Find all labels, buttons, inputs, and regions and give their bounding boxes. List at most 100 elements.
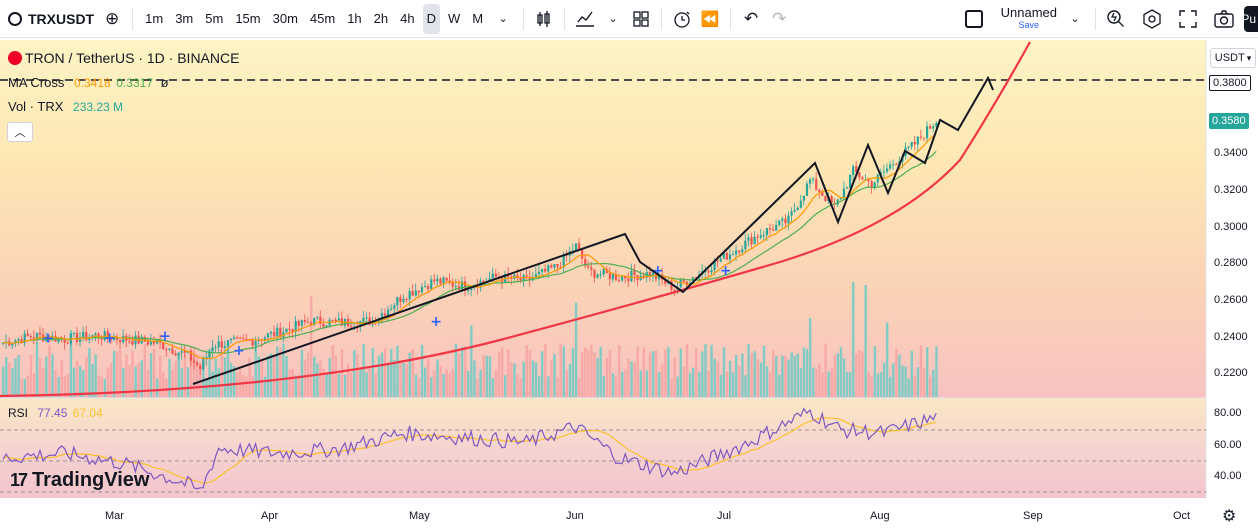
interval-1m[interactable]: 1m <box>145 11 164 26</box>
ma-legend[interactable]: MA Cross 0.3418 0.3317 ø <box>8 75 169 90</box>
candle-body <box>537 271 541 275</box>
interval-W[interactable]: W <box>448 11 461 26</box>
chevron-down-icon[interactable]: ⌄ <box>1070 13 1080 25</box>
candle-body <box>852 166 855 176</box>
volume-bar <box>639 370 642 397</box>
candle-body <box>245 338 248 340</box>
alert-icon[interactable] <box>668 5 696 33</box>
volume-bar <box>904 366 907 397</box>
redo-icon[interactable]: ↷ <box>772 8 787 28</box>
chevron-down-icon[interactable]: ⌄ <box>608 13 618 25</box>
templates-icon[interactable] <box>627 5 655 33</box>
fullscreen-icon[interactable] <box>1174 5 1202 33</box>
volume-bar <box>177 353 180 397</box>
candle-body <box>146 341 149 345</box>
currency-select[interactable]: USDT ▾ <box>1210 48 1256 68</box>
volume-bar <box>454 343 458 397</box>
volume-bar <box>20 378 23 397</box>
volume-bar <box>614 376 618 397</box>
price-axis-background <box>1206 40 1258 498</box>
volume-bar <box>627 358 630 397</box>
rsi-legend[interactable]: RSI 77.45 67.04 <box>8 406 103 420</box>
candle-body <box>725 252 728 260</box>
volume-bar <box>149 352 153 397</box>
publish-button[interactable]: Pu <box>1241 6 1258 32</box>
candle-body <box>731 254 735 256</box>
candle-body <box>248 339 251 341</box>
interval-5m[interactable]: 5m <box>205 11 224 26</box>
parabolic-support-curve[interactable] <box>0 41 1031 398</box>
volume-bar <box>895 348 898 397</box>
symbol-search[interactable]: TRXUSDT <box>0 4 98 34</box>
candle-body <box>818 189 821 193</box>
volume-bar <box>300 349 304 397</box>
layout-select-checkbox[interactable] <box>964 9 983 28</box>
interval-D[interactable]: D <box>422 3 440 34</box>
trend-zigzag-line[interactable] <box>192 75 994 385</box>
settings-icon[interactable] <box>1138 5 1166 33</box>
candle-body <box>790 211 793 216</box>
volume-bar <box>885 322 889 397</box>
collapse-legend-button[interactable]: ︿ <box>7 122 33 142</box>
candle-body <box>454 286 457 288</box>
volume-bar <box>793 355 796 397</box>
chevron-down-icon[interactable]: ⌄ <box>498 13 508 25</box>
volume-bar <box>353 350 356 397</box>
interval-45m[interactable]: 45m <box>309 11 336 26</box>
replay-icon[interactable]: ⏪ <box>700 10 720 28</box>
volume-bar <box>183 353 187 397</box>
volume-bar <box>390 348 393 397</box>
indicators-icon[interactable] <box>571 5 599 33</box>
candle-body <box>793 210 796 212</box>
quick-search-icon[interactable] <box>1102 5 1130 33</box>
layout-name[interactable]: Unnamed Save <box>997 4 1061 34</box>
candle-body <box>574 243 578 251</box>
candle-body <box>750 237 753 245</box>
candle-body <box>695 277 698 279</box>
volume-bar <box>122 368 125 397</box>
volume-legend[interactable]: Vol · TRX 233.23 M <box>8 99 123 114</box>
chart-canvas[interactable]: + + + + + + + <box>0 38 1258 528</box>
volume-bar <box>593 352 596 397</box>
candle-body <box>624 276 627 279</box>
gear-icon[interactable]: ⚙ <box>1222 508 1237 525</box>
volume-bar <box>562 346 565 397</box>
candle-body <box>722 252 725 259</box>
interval-15m[interactable]: 15m <box>235 11 261 26</box>
volume-bar <box>365 372 368 397</box>
undo-icon[interactable]: ↶ <box>744 8 759 28</box>
candle-body <box>679 280 682 288</box>
candle-body <box>494 273 497 277</box>
volume-bar <box>45 356 48 397</box>
candle-body <box>599 274 602 276</box>
volume-bar <box>852 281 855 397</box>
candle-body <box>581 249 584 259</box>
candle-body <box>753 236 756 245</box>
candles-icon[interactable] <box>530 5 558 33</box>
interval-M[interactable]: M <box>472 11 484 26</box>
volume-bar <box>861 351 864 397</box>
camera-icon[interactable] <box>1210 5 1238 33</box>
candle-body <box>393 305 396 309</box>
eye-off-icon[interactable]: ø <box>160 75 169 90</box>
candle-body <box>889 164 892 169</box>
candle-body <box>584 258 587 266</box>
candle-body <box>119 339 122 343</box>
volume-bar <box>858 349 861 397</box>
volume-bar <box>97 375 100 397</box>
interval-2h[interactable]: 2h <box>373 11 389 26</box>
interval-30m[interactable]: 30m <box>272 11 298 26</box>
interval-1h[interactable]: 1h <box>347 11 362 26</box>
interval-3m[interactable]: 3m <box>175 11 194 26</box>
candle-body <box>32 337 35 339</box>
volume-bar <box>753 351 756 397</box>
candle-body <box>870 181 873 189</box>
symbol-legend[interactable]: TRON / TetherUS · 1D · BINANCE <box>8 50 239 66</box>
volume-bar <box>448 372 451 397</box>
candle-body <box>658 274 661 280</box>
candle-body <box>460 281 464 290</box>
interval-4h[interactable]: 4h <box>400 11 415 26</box>
compare-add-icon[interactable]: ⊕ <box>105 8 120 28</box>
volume-bar <box>750 353 753 397</box>
volume-bars <box>2 281 938 397</box>
